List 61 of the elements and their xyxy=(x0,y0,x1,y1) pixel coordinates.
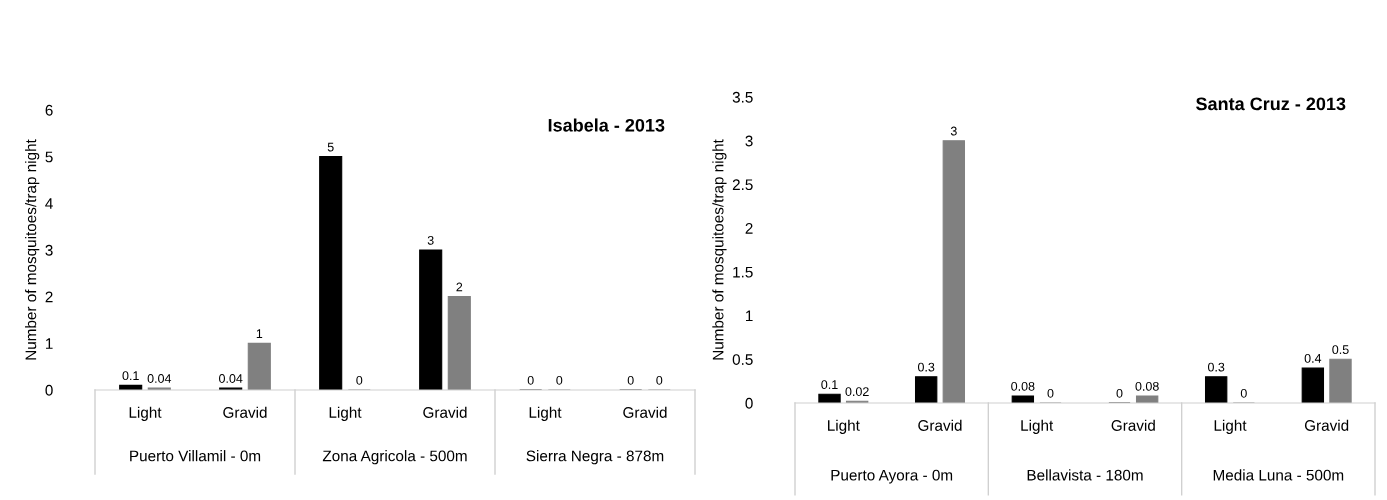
x-tick-label: Light xyxy=(1021,419,1054,434)
data-label: 0.04 xyxy=(147,374,172,383)
data-label: 0.4 xyxy=(1304,353,1322,363)
data-label: 0.1 xyxy=(122,371,139,381)
chart-title: Isabela - 2013 xyxy=(548,118,665,132)
y-axis-title: Number of mosquitoes/trap night xyxy=(25,139,40,360)
data-label: 0.02 xyxy=(845,387,869,396)
text: Puerto Villamil - 0m xyxy=(130,450,261,462)
y-tick-label: 1.5 xyxy=(733,266,753,278)
data-label: 0 xyxy=(1047,388,1054,398)
x-tick-label: Gravid xyxy=(1304,419,1349,431)
x-tick-label: Gravid xyxy=(623,406,667,418)
text: Zona Agricola - 500m xyxy=(322,450,467,465)
x-tick-label: Light xyxy=(828,419,860,434)
x-tick-label: Light xyxy=(529,406,562,421)
text: Sierra Negra - 878m xyxy=(526,450,664,465)
y-tick-label: 5 xyxy=(45,151,53,163)
chart-title: Santa Cruz - 2013 xyxy=(1196,97,1346,111)
data-label: 0.1 xyxy=(821,380,838,390)
data-label: 0 xyxy=(527,375,534,385)
data-label: 5 xyxy=(327,142,334,152)
data-label: 0.3 xyxy=(1207,362,1225,372)
data-label: 3 xyxy=(950,126,957,136)
y-tick-label: 3 xyxy=(745,135,753,147)
text: Bellavista - 180m xyxy=(1027,469,1143,481)
y-tick-label: 1 xyxy=(746,310,753,322)
x-tick-label: Light xyxy=(1214,419,1247,434)
y-tick-label: 3 xyxy=(45,244,53,256)
y-tick-label: 6 xyxy=(45,104,53,116)
data-label: 0 xyxy=(1240,388,1247,398)
data-label: 0.5 xyxy=(1332,345,1349,355)
data-label: 2 xyxy=(456,282,463,292)
x-tick-label: Gravid xyxy=(223,406,267,418)
data-label: 0.04 xyxy=(219,374,243,383)
text: Puerto Ayora - 0m xyxy=(831,469,953,484)
data-label: 0.08 xyxy=(1135,381,1159,391)
y-tick-label: 2 xyxy=(745,223,753,234)
data-label: 0.08 xyxy=(1011,381,1035,391)
data-label: 3 xyxy=(427,235,434,245)
y-tick-label: 4 xyxy=(45,198,53,209)
x-tick-label: Gravid xyxy=(1111,419,1155,431)
data-label: 0 xyxy=(556,375,563,385)
y-tick-label: 2.5 xyxy=(732,179,753,191)
data-label: 0 xyxy=(356,375,363,385)
data-label: 0 xyxy=(1116,388,1123,398)
x-tick-label: Gravid xyxy=(423,406,467,418)
y-tick-label: 0 xyxy=(45,384,53,396)
y-tick-label: 3.5 xyxy=(732,91,753,103)
y-axis-title: Number of mosquitoes/trap night xyxy=(712,139,727,360)
data-label: 1 xyxy=(256,329,263,338)
data-label: 0 xyxy=(656,375,663,385)
data-label: 0.3 xyxy=(917,362,935,372)
y-tick-label: 1 xyxy=(46,338,53,349)
data-label: 0 xyxy=(627,375,634,385)
x-tick-label: Light xyxy=(129,406,162,421)
y-tick-label: 0 xyxy=(745,397,753,409)
y-tick-label: 0.5 xyxy=(732,354,753,365)
x-tick-label: Gravid xyxy=(918,419,962,431)
x-tick-label: Light xyxy=(329,406,362,421)
y-tick-label: 2 xyxy=(45,291,53,303)
text: Media Luna - 500m xyxy=(1213,469,1344,481)
